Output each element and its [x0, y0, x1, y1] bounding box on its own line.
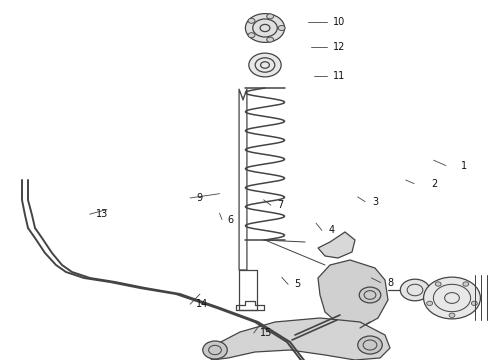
Circle shape — [423, 277, 480, 319]
Circle shape — [400, 279, 430, 301]
Circle shape — [427, 301, 433, 306]
Circle shape — [449, 313, 455, 318]
Text: 1: 1 — [461, 161, 466, 171]
Circle shape — [359, 287, 381, 303]
Circle shape — [248, 18, 255, 23]
Circle shape — [203, 341, 227, 359]
Circle shape — [245, 14, 285, 42]
Text: 10: 10 — [333, 17, 345, 27]
Circle shape — [267, 37, 273, 42]
Polygon shape — [318, 232, 355, 258]
Text: 14: 14 — [196, 299, 208, 309]
Text: 8: 8 — [387, 278, 393, 288]
Polygon shape — [205, 318, 390, 360]
Text: 3: 3 — [372, 197, 378, 207]
Text: 11: 11 — [333, 71, 345, 81]
Circle shape — [267, 14, 273, 19]
Text: 13: 13 — [96, 209, 108, 219]
Text: 15: 15 — [260, 328, 272, 338]
Text: 5: 5 — [294, 279, 300, 289]
Text: 12: 12 — [333, 42, 345, 52]
Text: 4: 4 — [328, 225, 335, 235]
Circle shape — [249, 53, 281, 77]
Text: 7: 7 — [277, 200, 283, 210]
Circle shape — [358, 336, 382, 354]
Circle shape — [278, 26, 285, 31]
Text: 2: 2 — [431, 179, 438, 189]
Polygon shape — [318, 260, 388, 328]
Circle shape — [435, 282, 441, 286]
Circle shape — [471, 301, 477, 306]
Text: 9: 9 — [196, 193, 202, 203]
Circle shape — [463, 282, 469, 286]
Text: 6: 6 — [228, 215, 234, 225]
Circle shape — [248, 33, 255, 38]
